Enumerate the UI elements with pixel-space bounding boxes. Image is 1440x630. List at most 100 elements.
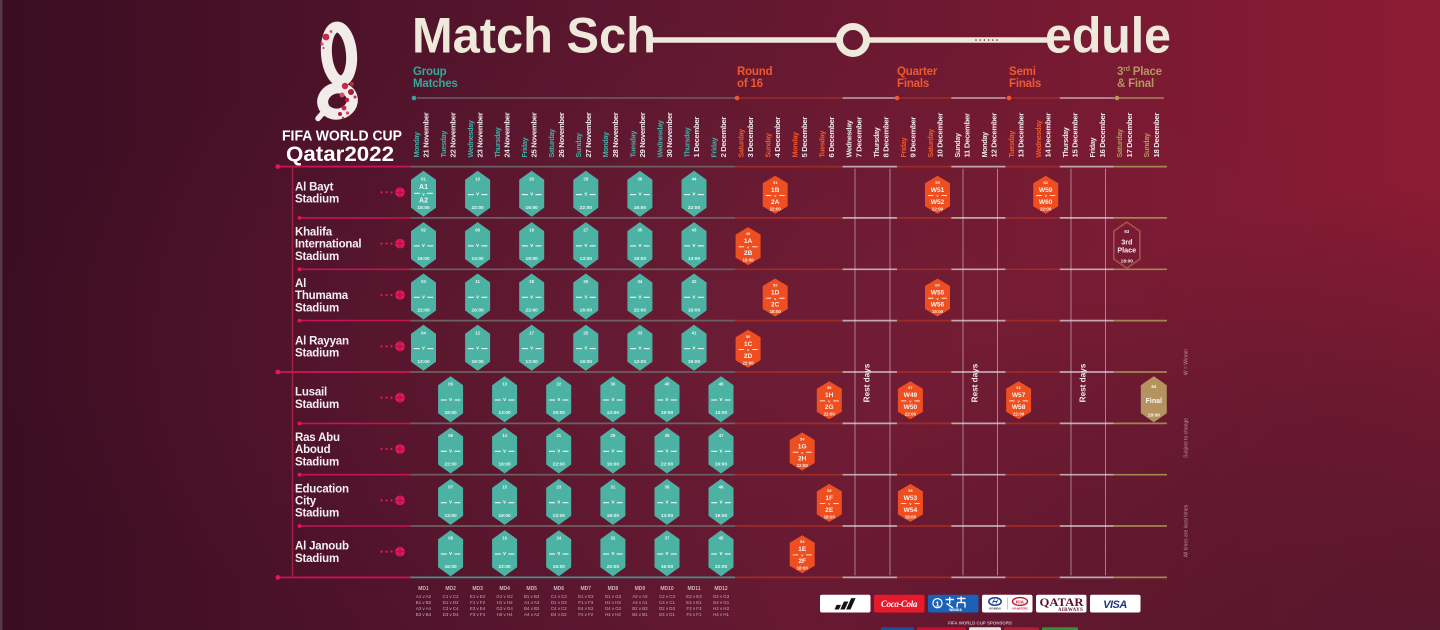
svg-text:9 December: 9 December	[908, 117, 917, 158]
svg-text:v: v	[666, 500, 669, 506]
svg-text:18:00: 18:00	[824, 514, 836, 519]
svg-text:54: 54	[800, 437, 805, 442]
svg-text:v: v	[530, 243, 533, 249]
svg-text:A1 v A2: A1 v A2	[416, 594, 432, 599]
svg-text:A1 v A3: A1 v A3	[524, 600, 540, 605]
svg-text:22:00: 22:00	[498, 564, 511, 570]
svg-text:v: v	[720, 551, 723, 557]
svg-text:22:00: 22:00	[824, 412, 836, 417]
svg-text:22:00: 22:00	[526, 308, 539, 314]
svg-text:AIRWAYS: AIRWAYS	[1058, 608, 1083, 613]
svg-text:14 December: 14 December	[1044, 113, 1053, 158]
svg-text:v: v	[557, 397, 560, 403]
svg-text:13:00: 13:00	[526, 359, 539, 365]
svg-text:F1 v F3: F1 v F3	[578, 600, 593, 605]
svg-text:W57: W57	[1012, 392, 1026, 399]
svg-text:MD12: MD12	[714, 586, 728, 592]
svg-text:Wednesday: Wednesday	[1034, 120, 1043, 157]
svg-text:Monday: Monday	[791, 132, 800, 158]
svg-text:G1 v G2: G1 v G2	[496, 594, 513, 599]
svg-text:39: 39	[665, 433, 670, 438]
svg-text:50: 50	[746, 334, 751, 339]
svg-text:09: 09	[475, 228, 480, 233]
svg-text:W = Winner: W = Winner	[1184, 349, 1190, 376]
svg-text:16:00: 16:00	[498, 462, 511, 468]
svg-text:v: v	[611, 448, 614, 454]
svg-text:H4 v H1: H4 v H1	[713, 612, 729, 617]
svg-text:v: v	[693, 243, 696, 249]
svg-text:MD1: MD1	[418, 586, 429, 592]
svg-text:15 December: 15 December	[1071, 113, 1080, 158]
svg-text:2 December: 2 December	[719, 117, 728, 158]
svg-text:v: v	[503, 448, 506, 454]
svg-text:Sunday: Sunday	[574, 133, 583, 157]
svg-text:v: v	[503, 500, 506, 506]
svg-text:52: 52	[773, 283, 778, 288]
svg-text:Friday: Friday	[520, 137, 529, 157]
svg-text:v: v	[1045, 193, 1048, 198]
svg-text:Match Sch: Match Sch	[412, 8, 656, 64]
svg-text:64: 64	[1151, 384, 1156, 389]
svg-text:& Final: & Final	[1117, 78, 1154, 90]
svg-text:International: International	[295, 239, 361, 251]
svg-text:13:00: 13:00	[688, 256, 701, 262]
svg-text:Stadium: Stadium	[295, 194, 339, 206]
svg-text:57: 57	[908, 385, 913, 390]
svg-text:3rd: 3rd	[1121, 238, 1132, 247]
svg-text:19:00: 19:00	[634, 256, 647, 262]
svg-text:12 December: 12 December	[990, 113, 999, 158]
svg-text:Finals: Finals	[897, 78, 929, 90]
svg-text:v: v	[720, 448, 723, 454]
svg-text:B1 v B2: B1 v B2	[416, 600, 432, 605]
svg-text:51: 51	[773, 180, 778, 185]
svg-text:A2 v A3: A2 v A3	[632, 594, 648, 599]
svg-text:17: 17	[529, 330, 534, 335]
svg-text:Friday: Friday	[709, 137, 718, 157]
svg-text:Subject to change: Subject to change	[1184, 418, 1190, 458]
svg-text:A4 v A1: A4 v A1	[632, 600, 648, 605]
svg-text:B2 v B3: B2 v B3	[632, 606, 648, 611]
svg-text:Stadium: Stadium	[295, 553, 339, 565]
svg-text:v: v	[693, 346, 696, 352]
svg-text:Al Rayyan: Al Rayyan	[295, 335, 349, 347]
svg-text:of 16: of 16	[737, 78, 763, 90]
svg-text:22:00: 22:00	[1040, 206, 1052, 211]
svg-text:Stadium: Stadium	[295, 302, 339, 314]
svg-text:Stadium: Stadium	[295, 456, 339, 468]
svg-text:12: 12	[475, 330, 480, 335]
svg-text:16:00: 16:00	[715, 462, 728, 468]
svg-text:Lusail: Lusail	[295, 387, 327, 399]
svg-text:22: 22	[556, 382, 561, 387]
svg-text:Ras Abu: Ras Abu	[295, 432, 340, 444]
svg-text:E4 v E2: E4 v E2	[578, 606, 594, 611]
svg-text:E3 v E4: E3 v E4	[470, 606, 486, 611]
svg-text:22:00: 22:00	[471, 205, 484, 211]
svg-text:v: v	[584, 346, 587, 352]
svg-text:MD11: MD11	[687, 586, 700, 592]
svg-text:56: 56	[827, 385, 832, 390]
svg-text:22:00: 22:00	[607, 564, 620, 570]
svg-text:16 December: 16 December	[1098, 113, 1107, 158]
svg-text:22:00: 22:00	[932, 206, 944, 211]
svg-text:15: 15	[502, 484, 507, 489]
svg-text:v: v	[747, 244, 750, 249]
svg-text:03: 03	[421, 279, 426, 284]
svg-text:22:00: 22:00	[634, 308, 647, 314]
svg-text:22:00: 22:00	[580, 205, 593, 211]
svg-text:32: 32	[611, 536, 616, 541]
svg-text:05: 05	[448, 382, 453, 387]
svg-text:D2 v D3: D2 v D3	[659, 606, 675, 611]
svg-text:KIA MOTORS: KIA MOTORS	[1012, 608, 1028, 611]
svg-text:46: 46	[719, 484, 724, 489]
svg-text:06: 06	[448, 433, 453, 438]
svg-text:Stadium: Stadium	[295, 399, 339, 411]
svg-text:E1 v E2: E1 v E2	[470, 594, 486, 599]
svg-text:v: v	[422, 191, 425, 196]
svg-text:40: 40	[665, 382, 670, 387]
svg-text:Saturday: Saturday	[1115, 129, 1124, 158]
svg-text:QATAR: QATAR	[1040, 595, 1084, 609]
svg-text:D1 v D2: D1 v D2	[443, 600, 459, 605]
svg-text:v: v	[936, 296, 939, 301]
svg-text:13:00: 13:00	[715, 410, 728, 416]
svg-text:G4 v G1: G4 v G1	[713, 600, 730, 605]
